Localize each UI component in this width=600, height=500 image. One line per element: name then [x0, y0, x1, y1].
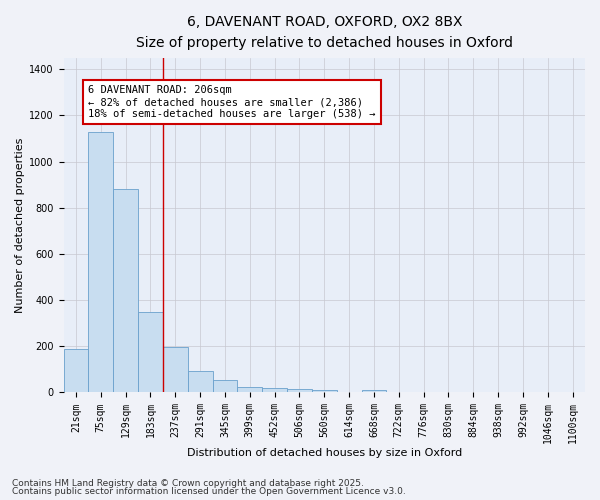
Bar — [262, 388, 287, 392]
Text: Contains public sector information licensed under the Open Government Licence v3: Contains public sector information licen… — [12, 487, 406, 496]
Bar — [138, 312, 163, 392]
Bar — [88, 132, 113, 392]
Bar — [362, 390, 386, 392]
Text: 6 DAVENANT ROAD: 206sqm
← 82% of detached houses are smaller (2,386)
18% of semi: 6 DAVENANT ROAD: 206sqm ← 82% of detache… — [88, 86, 376, 118]
Bar — [312, 390, 337, 392]
Bar — [238, 386, 262, 392]
Y-axis label: Number of detached properties: Number of detached properties — [15, 138, 25, 313]
X-axis label: Distribution of detached houses by size in Oxford: Distribution of detached houses by size … — [187, 448, 462, 458]
Text: Contains HM Land Registry data © Crown copyright and database right 2025.: Contains HM Land Registry data © Crown c… — [12, 478, 364, 488]
Bar — [287, 389, 312, 392]
Bar — [64, 348, 88, 393]
Bar — [188, 370, 212, 392]
Bar — [113, 190, 138, 392]
Bar — [163, 348, 188, 393]
Title: 6, DAVENANT ROAD, OXFORD, OX2 8BX
Size of property relative to detached houses i: 6, DAVENANT ROAD, OXFORD, OX2 8BX Size o… — [136, 15, 513, 50]
Bar — [212, 380, 238, 392]
